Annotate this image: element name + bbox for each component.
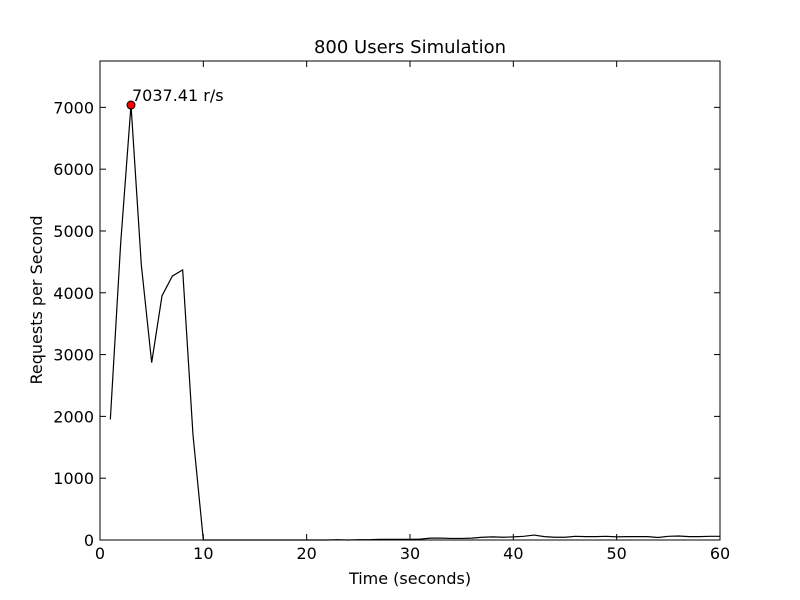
- y-tick-label: 1000: [53, 469, 94, 488]
- x-tick-label: 40: [503, 544, 523, 563]
- y-tick-label: 6000: [53, 160, 94, 179]
- plot-area-frame: [99, 60, 721, 541]
- x-tick-label: 0: [95, 544, 105, 563]
- y-axis-label: Requests per Second: [27, 216, 46, 385]
- y-tick-label: 2000: [53, 407, 94, 426]
- annotation-layer: 7037.41 r/s: [126, 86, 224, 110]
- x-axis-label: Time (seconds): [348, 569, 471, 588]
- x-tick-label: 60: [710, 544, 730, 563]
- x-tick-label: 30: [400, 544, 420, 563]
- peak-marker: [126, 100, 136, 110]
- peak-annotation-label: 7037.41 r/s: [132, 86, 224, 105]
- y-tick-label: 7000: [53, 98, 94, 117]
- x-tick-label: 50: [606, 544, 626, 563]
- axis-tick-labels: 0 10 20 30 40 50 60 0 1000 2000 3000 4000 5000 6000 70…: [53, 98, 730, 563]
- y-tick-label: 5000: [53, 222, 94, 241]
- y-tick-label: 0: [84, 531, 94, 550]
- x-tick-label: 20: [296, 544, 316, 563]
- y-tick-label: 3000: [53, 346, 94, 365]
- x-tick-label: 10: [193, 544, 213, 563]
- y-tick-label: 4000: [53, 284, 94, 303]
- chart-title: 800 Users Simulation: [314, 37, 506, 58]
